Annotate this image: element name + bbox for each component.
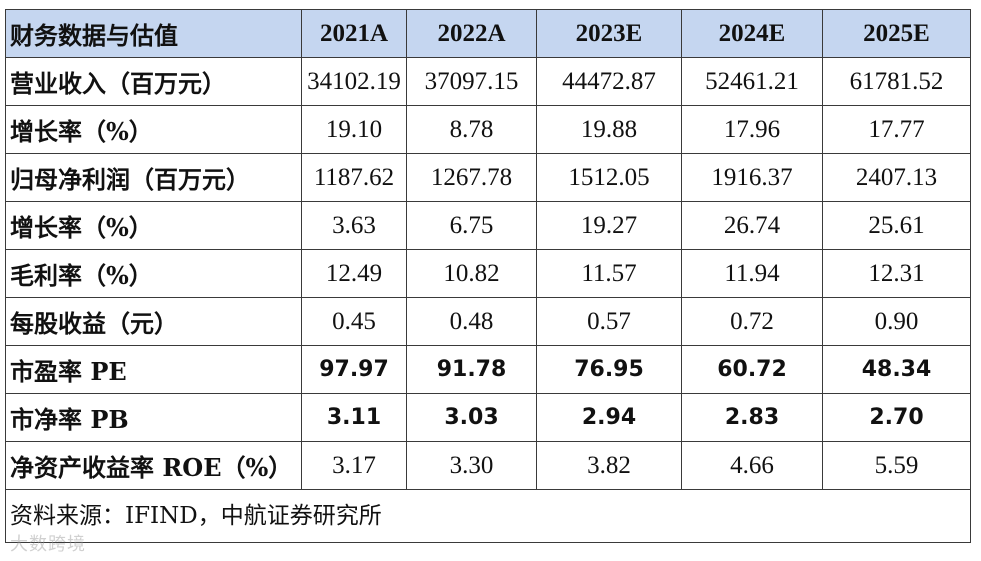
table-row-net-profit: 归母净利润（百万元） 1187.62 1267.78 1512.05 1916.… [5,153,971,202]
table-row-eps: 每股收益（元） 0.45 0.48 0.57 0.72 0.90 [5,297,971,346]
table-cell: 11.57 [536,249,682,298]
table-cell: 19.27 [536,201,682,250]
table-cell: 3.63 [301,201,407,250]
table-cell: 5.59 [822,441,971,490]
table-cell: 0.72 [681,297,823,346]
row-label: 增长率（%） [5,105,302,154]
table-row-revenue-growth: 增长率（%） 19.10 8.78 19.88 17.96 17.77 [5,105,971,154]
row-label: 市盈率 PE [5,345,302,394]
table-cell: 76.95 [536,345,682,394]
table-cell: 0.48 [406,297,537,346]
table-cell: 1512.05 [536,153,682,202]
header-label: 财务数据与估值 [5,9,302,58]
table-cell: 2407.13 [822,153,971,202]
table-cell: 3.17 [301,441,407,490]
source-note: 资料来源：IFIND，中航证券研究所 [5,489,971,543]
table-row-roe: 净资产收益率 ROE（%） 3.17 3.30 3.82 4.66 5.59 [5,441,971,490]
table-row-revenue: 营业收入（百万元） 34102.19 37097.15 44472.87 524… [5,57,971,106]
table-cell: 19.88 [536,105,682,154]
table-cell: 1267.78 [406,153,537,202]
table-cell: 10.82 [406,249,537,298]
table-cell: 1916.37 [681,153,823,202]
table-cell: 19.10 [301,105,407,154]
table-cell: 0.45 [301,297,407,346]
table-cell: 52461.21 [681,57,823,106]
financial-table-container: 财务数据与估值 2021A 2022A 2023E 2024E 2025E 营业… [5,9,971,543]
table-cell: 48.34 [822,345,971,394]
table-cell: 12.49 [301,249,407,298]
watermark: 大数跨境 [10,534,86,555]
table-row-pe: 市盈率 PE 97.97 91.78 76.95 60.72 48.34 [5,345,971,394]
table-cell: 44472.87 [536,57,682,106]
header-year-2025e: 2025E [822,9,971,58]
row-label: 毛利率（%） [5,249,302,298]
row-label: 增长率（%） [5,201,302,250]
table-cell: 17.77 [822,105,971,154]
header-year-2024e: 2024E [681,9,823,58]
table-cell: 12.31 [822,249,971,298]
table-cell: 61781.52 [822,57,971,106]
table-header-row: 财务数据与估值 2021A 2022A 2023E 2024E 2025E [5,9,971,58]
financial-valuation-table: 财务数据与估值 2021A 2022A 2023E 2024E 2025E 营业… [5,9,971,543]
table-cell: 91.78 [406,345,537,394]
row-label: 每股收益（元） [5,297,302,346]
table-cell: 0.57 [536,297,682,346]
header-year-2023e: 2023E [536,9,682,58]
header-year-2022a: 2022A [406,9,537,58]
row-label: 归母净利润（百万元） [5,153,302,202]
table-cell: 2.70 [822,393,971,442]
table-cell: 4.66 [681,441,823,490]
table-cell: 34102.19 [301,57,407,106]
row-label: 市净率 PB [5,393,302,442]
table-source-row: 资料来源：IFIND，中航证券研究所 [5,489,971,543]
table-cell: 3.30 [406,441,537,490]
table-cell: 3.82 [536,441,682,490]
table-cell: 60.72 [681,345,823,394]
row-label: 营业收入（百万元） [5,57,302,106]
table-cell: 37097.15 [406,57,537,106]
table-cell: 0.90 [822,297,971,346]
table-cell: 6.75 [406,201,537,250]
table-cell: 97.97 [301,345,407,394]
row-label: 净资产收益率 ROE（%） [5,441,302,490]
table-cell: 17.96 [681,105,823,154]
table-cell: 3.11 [301,393,407,442]
table-cell: 11.94 [681,249,823,298]
header-year-2021a: 2021A [301,9,407,58]
table-cell: 8.78 [406,105,537,154]
table-cell: 2.83 [681,393,823,442]
table-cell: 2.94 [536,393,682,442]
table-row-profit-growth: 增长率（%） 3.63 6.75 19.27 26.74 25.61 [5,201,971,250]
table-cell: 26.74 [681,201,823,250]
table-cell: 3.03 [406,393,537,442]
table-cell: 25.61 [822,201,971,250]
table-cell: 1187.62 [301,153,407,202]
table-row-pb: 市净率 PB 3.11 3.03 2.94 2.83 2.70 [5,393,971,442]
table-row-gross-margin: 毛利率（%） 12.49 10.82 11.57 11.94 12.31 [5,249,971,298]
